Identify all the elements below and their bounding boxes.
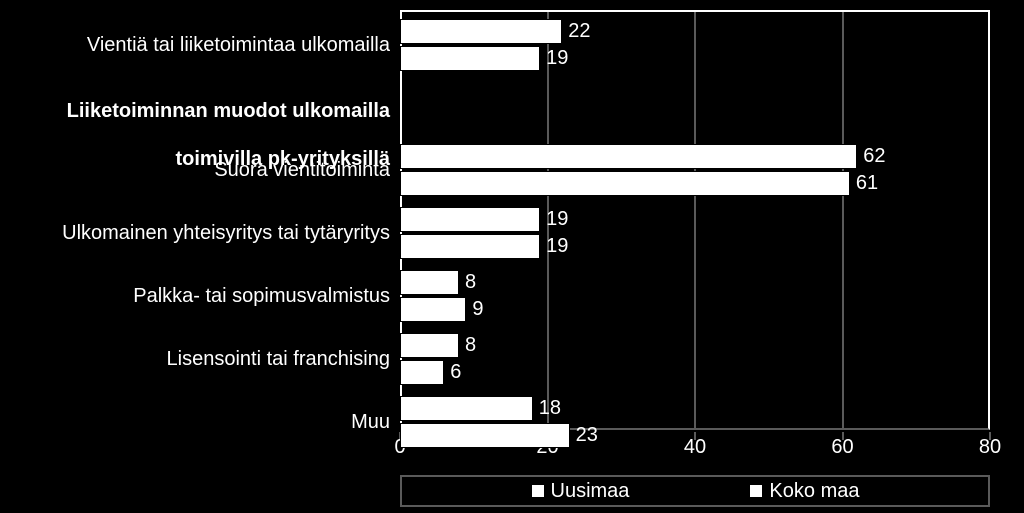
bar-value-label: 23 [576,423,598,448]
bar-group-3: 89 [400,270,990,322]
category-label-5: Muu [351,410,390,434]
legend-item-0: Uusimaa [531,480,630,503]
bar-value-label: 19 [546,234,568,259]
bar [400,360,444,385]
legend-item-1: Koko maa [749,480,859,503]
bar-value-label: 8 [465,333,476,358]
bar-group-5: 1823 [400,396,990,448]
legend-label-0: Uusimaa [551,480,630,503]
bar [400,234,540,259]
bar-value-label: 19 [546,207,568,232]
bar-value-label: 8 [465,270,476,295]
bar-value-label: 18 [539,396,561,421]
chart-subtitle: Liiketoiminnan muodot ulkomailla toimivi… [67,75,390,171]
bar [400,270,459,295]
category-label-0: Vientiä tai liiketoimintaa ulkomailla [87,33,390,57]
bar-group-2: 1919 [400,207,990,259]
bar [400,171,850,196]
bar-value-label: 62 [863,144,885,169]
category-label-1: Suora vientitoiminta [214,158,390,182]
bar [400,144,857,169]
bar [400,333,459,358]
category-label-4: Lisensointi tai franchising [167,347,390,371]
bar-group-0: 2219 [400,19,990,71]
category-label-3: Palkka- tai sopimusvalmistus [133,284,390,308]
bar-group-1: 6261 [400,144,990,196]
bar-value-label: 6 [450,360,461,385]
bar [400,396,533,421]
bar [400,207,540,232]
bar-value-label: 61 [856,171,878,196]
chart-container: 0 20 40 60 80 Liiketoiminnan muodot ulko… [0,0,1024,513]
bar [400,297,466,322]
bar-value-label: 22 [568,19,590,44]
bar-group-4: 86 [400,333,990,385]
legend-label-1: Koko maa [769,480,859,503]
legend-marker-0 [531,484,545,498]
bar [400,46,540,71]
category-label-2: Ulkomainen yhteisyritys tai tytäryritys [62,221,390,245]
bar [400,19,562,44]
legend-marker-1 [749,484,763,498]
bar-value-label: 19 [546,46,568,71]
legend: Uusimaa Koko maa [400,475,990,507]
subtitle-line1: Liiketoiminnan muodot ulkomailla [67,100,390,122]
bar [400,423,570,448]
bar-value-label: 9 [472,297,483,322]
